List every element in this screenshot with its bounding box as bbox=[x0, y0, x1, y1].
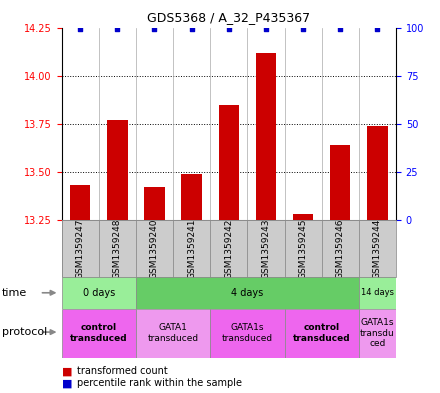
Bar bbox=[322, 220, 359, 277]
Point bbox=[188, 26, 195, 33]
Bar bbox=[367, 126, 388, 220]
Bar bbox=[62, 309, 136, 358]
Text: control
transduced: control transduced bbox=[70, 323, 128, 343]
Bar bbox=[62, 277, 136, 309]
Text: 4 days: 4 days bbox=[231, 288, 264, 298]
Bar bbox=[70, 185, 90, 220]
Text: time: time bbox=[2, 288, 27, 298]
Point bbox=[300, 26, 307, 33]
Point bbox=[374, 26, 381, 33]
Text: GSM1359240: GSM1359240 bbox=[150, 219, 159, 279]
Bar bbox=[136, 277, 359, 309]
Text: GSM1359244: GSM1359244 bbox=[373, 219, 382, 279]
Text: ■: ■ bbox=[62, 366, 72, 376]
Text: percentile rank within the sample: percentile rank within the sample bbox=[77, 378, 242, 388]
Bar bbox=[144, 187, 165, 220]
Point bbox=[77, 26, 84, 33]
Bar bbox=[247, 220, 285, 277]
Point bbox=[337, 26, 344, 33]
Text: ■: ■ bbox=[62, 378, 72, 388]
Text: 0 days: 0 days bbox=[83, 288, 115, 298]
Bar bbox=[359, 309, 396, 358]
Bar bbox=[359, 220, 396, 277]
Bar bbox=[136, 309, 210, 358]
Text: GSM1359243: GSM1359243 bbox=[261, 219, 271, 279]
Point bbox=[225, 26, 232, 33]
Text: protocol: protocol bbox=[2, 327, 48, 337]
Bar bbox=[62, 220, 99, 277]
Bar bbox=[210, 220, 247, 277]
Text: GATA1s
transduced: GATA1s transduced bbox=[222, 323, 273, 343]
Bar bbox=[293, 214, 313, 220]
Text: GSM1359248: GSM1359248 bbox=[113, 219, 122, 279]
Bar bbox=[359, 277, 396, 309]
Text: GSM1359242: GSM1359242 bbox=[224, 219, 233, 279]
Bar bbox=[136, 220, 173, 277]
Text: GSM1359246: GSM1359246 bbox=[336, 219, 345, 279]
Bar bbox=[173, 220, 210, 277]
Text: control
transduced: control transduced bbox=[293, 323, 351, 343]
Bar bbox=[210, 309, 285, 358]
Bar bbox=[285, 220, 322, 277]
Bar bbox=[219, 105, 239, 220]
Point bbox=[114, 26, 121, 33]
Point bbox=[262, 26, 269, 33]
Point bbox=[151, 26, 158, 33]
Text: GSM1359245: GSM1359245 bbox=[299, 219, 308, 279]
Bar bbox=[330, 145, 351, 220]
Bar bbox=[107, 120, 128, 220]
Text: transformed count: transformed count bbox=[77, 366, 168, 376]
Text: GATA1
transduced: GATA1 transduced bbox=[147, 323, 198, 343]
Bar bbox=[99, 220, 136, 277]
Text: 14 days: 14 days bbox=[361, 288, 394, 297]
Title: GDS5368 / A_32_P435367: GDS5368 / A_32_P435367 bbox=[147, 11, 310, 24]
Text: GATA1s
transdu
ced: GATA1s transdu ced bbox=[360, 318, 395, 348]
Bar bbox=[285, 309, 359, 358]
Bar bbox=[181, 174, 202, 220]
Text: GSM1359247: GSM1359247 bbox=[76, 219, 84, 279]
Bar bbox=[256, 53, 276, 220]
Text: GSM1359241: GSM1359241 bbox=[187, 219, 196, 279]
